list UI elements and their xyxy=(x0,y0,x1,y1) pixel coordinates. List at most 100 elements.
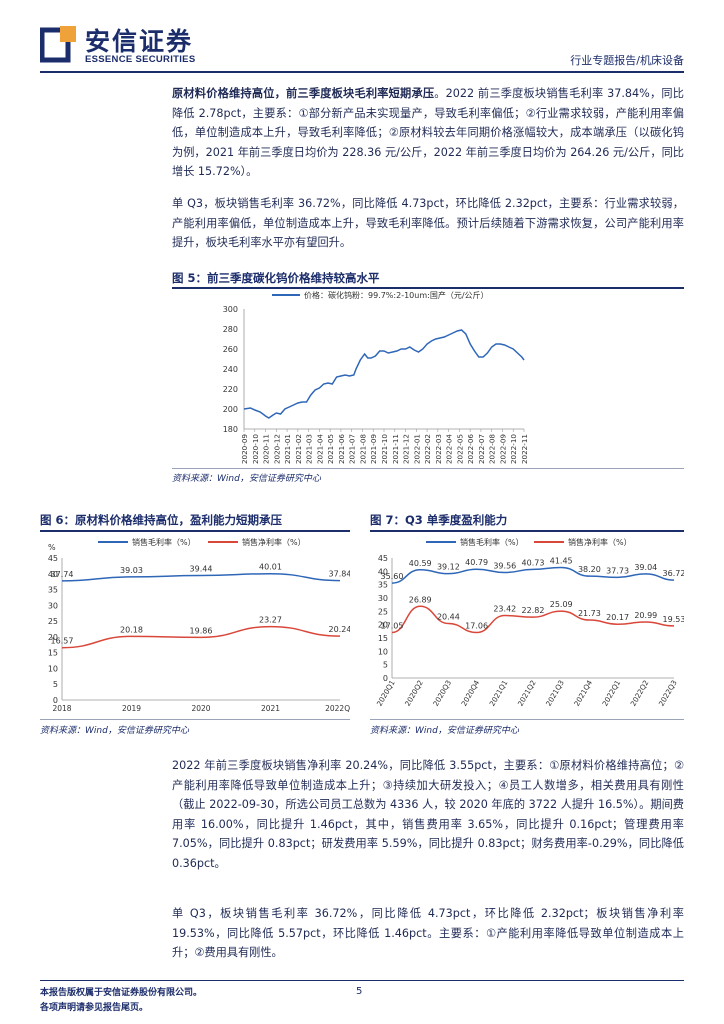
net-margin-data-label: 20.44 xyxy=(437,612,460,621)
x-tick-label: 2021Q4 xyxy=(572,678,594,708)
x-tick-label: 2021-03 xyxy=(305,434,314,464)
y-tick-label: 30 xyxy=(378,594,388,603)
paragraph-net-margin: 2022 年前三季度板块销售净利率 20.24%，同比降低 3.55pct，主要… xyxy=(172,759,684,870)
net-margin-line xyxy=(391,605,675,634)
gross-margin-data-label: 35.60 xyxy=(381,572,404,581)
report-type: 行业专题报告/机床设备 xyxy=(570,54,684,67)
company-logo: 安信证券 ESSENCE SECURITIES xyxy=(40,22,195,68)
x-tick-label: 2021-06 xyxy=(337,434,346,464)
x-tick-label: 2021 xyxy=(261,704,280,713)
annual-profitability-chart: 销售毛利率（%） 销售净利率（%）% 0 5 10 15 20 25 30 35 40 45 2018 2… xyxy=(48,537,355,713)
unit-label: % xyxy=(48,543,56,552)
price-series-line xyxy=(243,329,525,419)
y-tick-label: 25 xyxy=(378,607,388,616)
x-tick-label: 2020Q4 xyxy=(459,678,481,708)
figure7-bottom-rule xyxy=(370,719,684,720)
figure6-chart: 销售毛利率（%） 销售净利率（%）% 0 5 10 15 20 25 30 35 40 45 2018 2… xyxy=(40,532,355,718)
y-tick-label: 200 xyxy=(223,405,238,414)
net-margin-data-label: 19.53 xyxy=(663,615,684,624)
figure7-chart: 销售毛利率（%） 销售净利率（%） 0 5 10 15 20 25 30 35 40 45 2020Q1… xyxy=(370,532,686,718)
gross-margin-data-label: 36.72 xyxy=(663,569,684,578)
footer-statement-note: 各项声明请参见报告尾页。 xyxy=(40,1003,149,1013)
figure7-divider xyxy=(370,530,684,532)
figure6-title: 图 6：原材料价格维持高位，盈利能力短期承压 xyxy=(40,513,283,527)
x-tick-label: 2020-11 xyxy=(262,434,271,464)
net-margin-data-label: 23.42 xyxy=(493,605,516,614)
y-tick-label: 220 xyxy=(223,385,238,394)
y-tick-label: 40 xyxy=(378,567,388,576)
gross-margin-data-label: 40.59 xyxy=(409,559,432,568)
gross-margin-data-label: 39.44 xyxy=(190,565,213,574)
figure6-source: 资料来源：Wind，安信证券研究中心 xyxy=(40,726,189,736)
net-margin-data-label: 17.05 xyxy=(381,622,404,631)
x-tick-label: 2021Q3 xyxy=(544,679,566,708)
figure6-divider xyxy=(40,530,350,532)
x-tick-label: 2022-07 xyxy=(477,434,486,464)
logo-chinese-name: 安信证券 xyxy=(85,27,194,56)
x-tick-label: 2021-09 xyxy=(369,434,378,464)
paragraph-q3-gross-margin: 单 Q3，板块销售毛利率 36.72%，同比降低 4.73pct，环比降低 2.… xyxy=(172,197,684,249)
x-tick-label: 2022Q3 xyxy=(325,704,350,713)
paragraph-body: 。2022 前三季度板块销售毛利率 37.84%，同比降低 2.78pct，主要… xyxy=(172,87,684,178)
net-margin-data-label: 20.99 xyxy=(634,611,657,620)
x-tick-label: 2020-12 xyxy=(272,434,281,464)
logo-mark-icon xyxy=(40,26,76,63)
net-margin-data-label: 17.06 xyxy=(465,622,488,631)
x-tick-label: 2022-09 xyxy=(498,434,507,464)
gross-margin-data-label: 41.45 xyxy=(550,556,573,565)
x-tick-label: 2021-01 xyxy=(283,434,292,464)
gross-margin-line xyxy=(391,566,675,584)
gross-margin-data-label: 39.56 xyxy=(493,562,516,571)
figure5-divider xyxy=(172,287,684,289)
gross-margin-data-label: 39.03 xyxy=(120,566,143,575)
paragraph-gross-margin: 原材料价格维持高位，前三季度板块毛利率短期承压。2022 前三季度板块销售毛利率… xyxy=(172,84,684,182)
x-tick-label: 2020Q2 xyxy=(403,679,425,708)
y-tick-label: 45 xyxy=(378,554,388,563)
x-tick-label: 2022-10 xyxy=(509,434,518,464)
x-tick-label: 2022Q3 xyxy=(657,679,679,708)
net-margin-data-label: 20.24 xyxy=(329,625,350,634)
x-tick-label: 2020-09 xyxy=(240,434,249,464)
gross-margin-line xyxy=(61,572,341,582)
x-tick-label: 2021-05 xyxy=(326,434,335,464)
y-tick-label: 300 xyxy=(223,305,238,314)
logo-english-name: ESSENCE SECURITIES xyxy=(85,54,196,65)
header-divider xyxy=(40,71,684,73)
footer-disclaimer: 本报告版权属于安信证券股份有限公司。 各项声明请参见报告尾页。 xyxy=(40,986,202,1016)
y-tick-label: 20 xyxy=(48,633,58,642)
x-tick-label: 2022Q2 xyxy=(628,679,650,708)
x-tick-label: 2022-08 xyxy=(488,434,497,464)
y-tick-label: 240 xyxy=(223,365,238,374)
gross-margin-data-label: 40.73 xyxy=(522,558,545,567)
quarterly-profitability-chart: 销售毛利率（%） 销售净利率（%） 0 5 10 15 20 25 30 35 40 45 2020Q1… xyxy=(375,537,686,708)
net-margin-data-label: 25.09 xyxy=(550,600,573,609)
x-tick-label: 2022-06 xyxy=(466,434,475,464)
net-margin-data-label: 23.27 xyxy=(259,616,282,625)
legend-label: 价格：碳化钨粉：99.7%:2-10um:国产（元/公斤） xyxy=(304,290,489,300)
page-number: 5 xyxy=(356,986,363,997)
x-tick-label: 2021-10 xyxy=(380,434,389,464)
legend-label: 销售净利率（%） xyxy=(242,537,306,547)
figure5-source: 资料来源：Wind，安信证券研究中心 xyxy=(172,474,321,484)
figure7-title: 图 7：Q3 单季度盈利能力 xyxy=(370,513,508,527)
x-tick-label: 2020Q1 xyxy=(375,679,397,708)
net-margin-line xyxy=(61,625,341,649)
x-tick-label: 2020-10 xyxy=(251,434,260,464)
y-tick-label: 15 xyxy=(48,649,58,658)
y-tick-label: 0 xyxy=(53,696,58,705)
y-tick-label: 40 xyxy=(48,570,58,579)
y-tick-label: 180 xyxy=(223,425,238,434)
gross-margin-data-label: 40.79 xyxy=(465,558,488,567)
y-tick-label: 10 xyxy=(48,664,58,673)
y-tick-label: 20 xyxy=(378,621,388,630)
y-tick-label: 0 xyxy=(383,674,388,683)
y-tick-label: 25 xyxy=(48,617,58,626)
figure5-chart: 价格：碳化钨粉：99.7%:2-10um:国产（元/公斤） 180 200 220 24… xyxy=(172,289,684,467)
y-tick-label: 35 xyxy=(378,581,388,590)
y-tick-label: 280 xyxy=(223,325,238,334)
y-tick-label: 5 xyxy=(383,661,388,670)
legend-label: 销售净利率（%） xyxy=(568,537,632,547)
x-tick-label: 2020Q3 xyxy=(431,679,453,708)
x-tick-label: 2019 xyxy=(122,704,141,713)
net-margin-data-label: 16.57 xyxy=(51,637,74,646)
